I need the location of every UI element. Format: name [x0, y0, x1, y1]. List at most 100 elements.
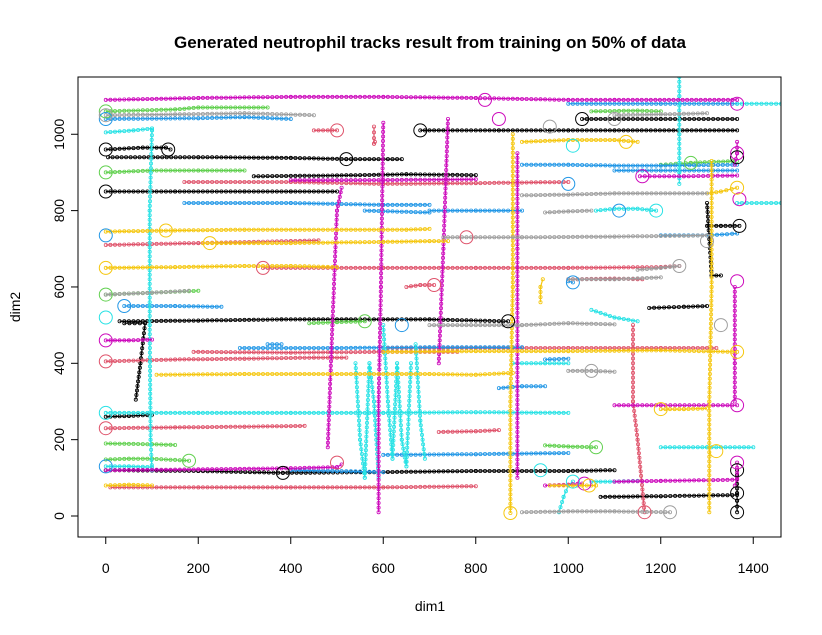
track-point [186, 106, 191, 111]
track-point [348, 345, 353, 350]
track-point [635, 112, 640, 117]
track-point [711, 493, 716, 498]
track-point [274, 371, 279, 376]
track-57 [381, 323, 413, 469]
track-point [566, 209, 571, 214]
track-point [364, 434, 369, 439]
track-point [390, 172, 395, 177]
track-point [735, 185, 740, 190]
track-point [524, 361, 529, 366]
track-point [223, 372, 228, 377]
track-point [371, 227, 376, 232]
track-point [442, 209, 447, 214]
track-point [707, 436, 712, 441]
track-point [533, 509, 538, 514]
track-point [163, 265, 168, 270]
track-point [284, 112, 289, 117]
track-point [163, 425, 168, 430]
track-point [200, 485, 205, 490]
track-point [404, 454, 409, 459]
track-point [219, 410, 224, 415]
track-point [459, 410, 464, 415]
track-point [725, 173, 730, 178]
track-point [408, 181, 413, 186]
track-point [473, 429, 478, 434]
track-point [404, 177, 409, 182]
track-point [163, 241, 168, 246]
track-line-60 [595, 208, 657, 212]
track-point [271, 470, 276, 475]
track-point [520, 193, 525, 198]
track-point [508, 459, 513, 464]
track-point [432, 208, 437, 213]
track-point [686, 304, 691, 309]
track-point [395, 349, 400, 354]
track-point [533, 410, 538, 415]
track-point [117, 464, 122, 469]
track-point [492, 349, 497, 354]
track-point [395, 366, 400, 371]
track-44 [566, 279, 575, 285]
track-point [404, 209, 409, 214]
track-point [149, 467, 154, 472]
track-point [637, 455, 642, 460]
track-point [701, 403, 706, 408]
track-point [473, 265, 478, 270]
track-12 [705, 200, 723, 278]
track-point [223, 95, 228, 100]
track-point [612, 369, 617, 374]
track-point [732, 313, 737, 318]
track-point [464, 484, 469, 489]
track-point [307, 355, 312, 360]
track-point [371, 172, 376, 177]
track-point [617, 403, 622, 408]
track-point [607, 322, 612, 327]
track-point [371, 136, 376, 141]
track-end-marker [683, 155, 698, 170]
track-point [159, 442, 164, 447]
track-point [385, 469, 390, 474]
track-point [422, 349, 427, 354]
track-point [515, 434, 520, 439]
track-85 [103, 226, 432, 234]
track-point [538, 180, 543, 185]
track-point [487, 371, 492, 376]
track-point [735, 510, 740, 515]
track-point [631, 361, 636, 366]
track-point [149, 337, 154, 342]
track-point [270, 466, 275, 471]
track-point [163, 303, 168, 308]
track-point [265, 410, 270, 415]
track-point [701, 349, 706, 354]
track-point [274, 179, 279, 184]
track-point [381, 134, 386, 139]
track-point [149, 137, 154, 142]
track-point [149, 126, 154, 131]
track-point [321, 180, 326, 185]
track-point [251, 485, 256, 490]
track-point [566, 450, 571, 455]
track-point [274, 485, 279, 490]
track-point [256, 115, 261, 120]
track-point [325, 345, 330, 350]
track-point [709, 163, 714, 168]
track-point [381, 178, 386, 183]
track-point [487, 235, 492, 240]
track-point [237, 350, 242, 355]
track-point [478, 468, 483, 473]
track-point [621, 265, 626, 270]
track-point [418, 128, 423, 133]
track-point [134, 392, 139, 397]
track-point [689, 128, 694, 133]
track-point [473, 235, 478, 240]
track-point [381, 120, 386, 125]
track-point [126, 146, 131, 151]
track-point [154, 485, 159, 490]
track-point [654, 101, 659, 106]
track-point [636, 442, 641, 447]
track-point [617, 479, 622, 484]
track-43 [520, 162, 740, 168]
track-point [653, 97, 658, 102]
track-point [113, 292, 118, 297]
track-point [242, 111, 247, 116]
